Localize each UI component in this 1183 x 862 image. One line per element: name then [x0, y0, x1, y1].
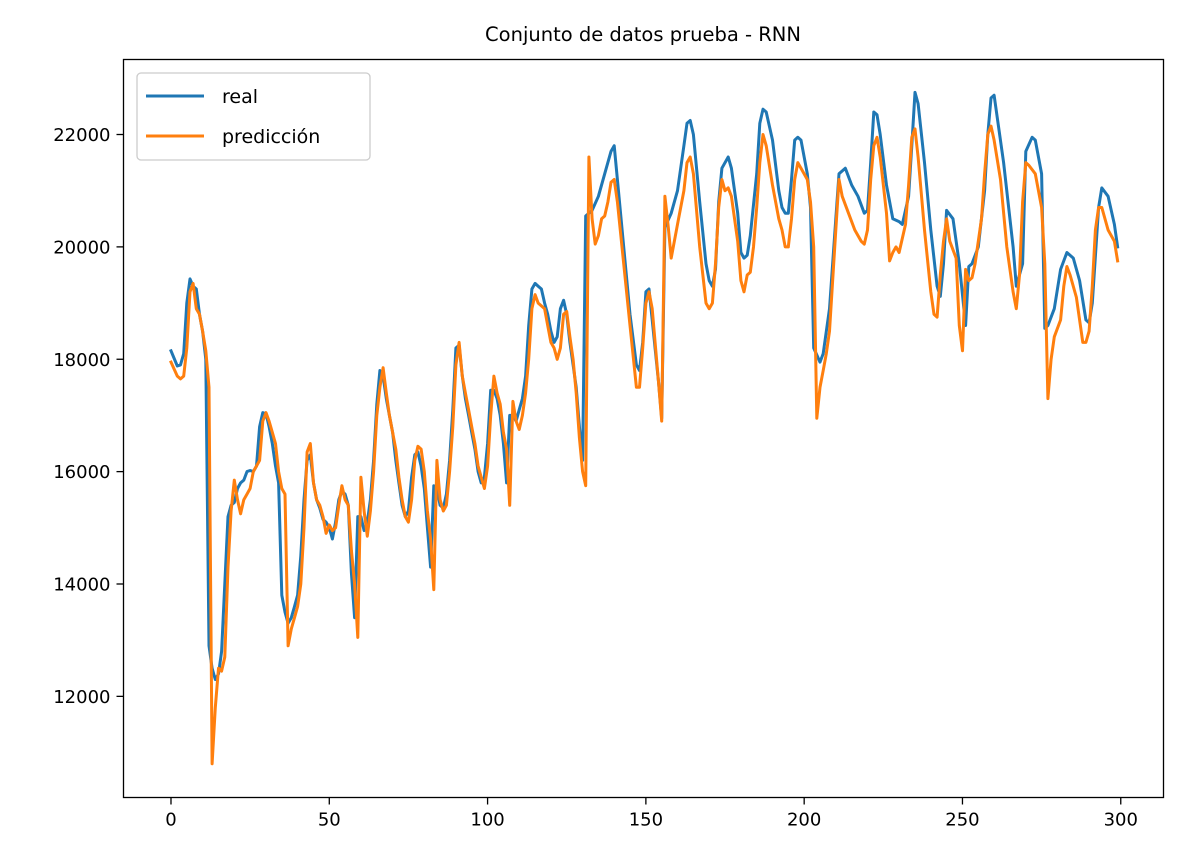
y-tick-label: 18000: [53, 350, 110, 371]
x-tick-label: 200: [787, 810, 821, 831]
x-tick-label: 0: [165, 810, 176, 831]
y-tick-label: 12000: [53, 687, 110, 708]
series-line-real: [169, 90, 1120, 681]
y-tick-label: 14000: [53, 574, 110, 595]
x-axis: 0 50 100 150 200 250 300: [165, 797, 1138, 831]
x-tick-label: 150: [629, 810, 663, 831]
x-tick-label: 100: [470, 810, 504, 831]
legend-label-prediccion: predicción: [222, 126, 320, 148]
legend-label-real: real: [222, 86, 258, 108]
legend: real predicción: [136, 72, 371, 161]
x-tick-label: 300: [1104, 810, 1138, 831]
axes-frame: [122, 58, 1165, 799]
y-tick-label: 22000: [53, 125, 110, 146]
y-axis: 12000 14000 16000 18000 20000 22000: [53, 125, 124, 708]
y-tick-label: 20000: [53, 237, 110, 258]
y-tick-label: 16000: [53, 462, 110, 483]
series-line-prediccion: [169, 124, 1120, 766]
series-layer: [169, 90, 1120, 766]
x-tick-label: 50: [318, 810, 341, 831]
x-tick-label: 250: [945, 810, 979, 831]
chart-title: Conjunto de datos prueba - RNN: [485, 23, 801, 46]
